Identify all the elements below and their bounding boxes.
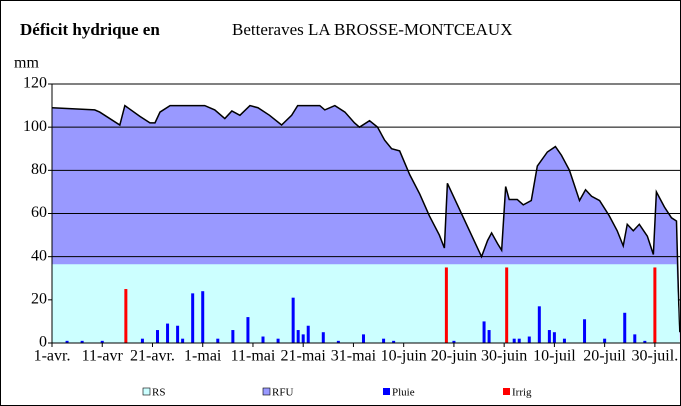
bar [603,338,607,343]
bar [527,336,531,343]
x-tick-label: 10-juin [381,348,427,365]
x-tick-label: 31-mai [331,348,377,365]
x-tick-label: 20-juil [583,348,626,365]
bar [261,336,265,343]
bar [505,267,509,343]
bar [201,291,205,343]
x-tick-label: 11-mai [231,348,276,365]
y-tick-label: 0 [39,334,47,351]
bar [444,267,448,343]
bar [653,267,657,343]
area [52,264,680,343]
bar [231,330,235,343]
chart-subtitle: Betteraves LA BROSSE-MONTCEAUX [232,20,512,39]
y-tick-label: 20 [31,291,47,308]
bar [65,340,69,343]
legend-swatch [383,388,390,395]
bar [301,334,305,343]
x-tick-label: 11-avr [82,348,124,365]
legend-label: Irrig [512,387,532,399]
bar [583,319,587,343]
bar [80,340,84,343]
x-tick-label: 21-mai [281,348,327,365]
area-line [51,104,681,333]
legend-label: RFU [272,387,293,399]
bar [482,321,486,343]
y-tick-label: 120 [23,75,47,92]
bar [336,340,340,343]
bar [512,338,516,343]
bar [216,338,220,343]
x-tick-label: 20-juin [431,348,477,365]
legend-swatch [142,387,151,396]
bar [191,293,195,343]
bar [100,340,104,343]
bar [176,325,180,343]
bar [517,338,521,343]
bar [562,338,566,343]
bar [537,306,541,343]
y-tick-label: 100 [23,118,47,135]
legend-label: Pluie [392,387,415,399]
bar [156,330,160,343]
bar [643,340,647,343]
legend-swatch [262,387,271,396]
x-tick-label: 30-juin [481,348,527,365]
bar [306,325,310,343]
x-tick-label: 21-avr. [130,348,175,365]
x-tick-label: 1-mai [184,348,222,365]
bar [547,330,551,343]
bar [392,340,396,343]
bar [291,297,295,343]
y-axis-label: mm [14,55,39,72]
bar [361,334,365,343]
x-tick-label: 10-juil [533,348,576,365]
bar [487,330,491,343]
bar [246,317,250,343]
chart-title: Déficit hydrique en [20,20,160,39]
bar [623,312,627,343]
bar [166,323,170,343]
x-tick-label: 30-juil. [632,348,679,365]
bar [382,338,386,343]
bar [276,338,280,343]
bar [633,334,637,343]
bar [181,338,185,343]
bar [140,338,144,343]
bar [321,332,325,343]
y-tick-label: 60 [31,204,47,221]
bar [124,289,128,343]
legend-swatch [503,388,510,395]
x-tick-label: 1-avr. [34,348,71,365]
bar [452,340,456,343]
y-tick-label: 80 [31,161,47,178]
legend-label: RS [152,387,165,399]
bar [296,330,300,343]
y-tick-label: 40 [31,247,47,264]
bar [552,332,556,343]
